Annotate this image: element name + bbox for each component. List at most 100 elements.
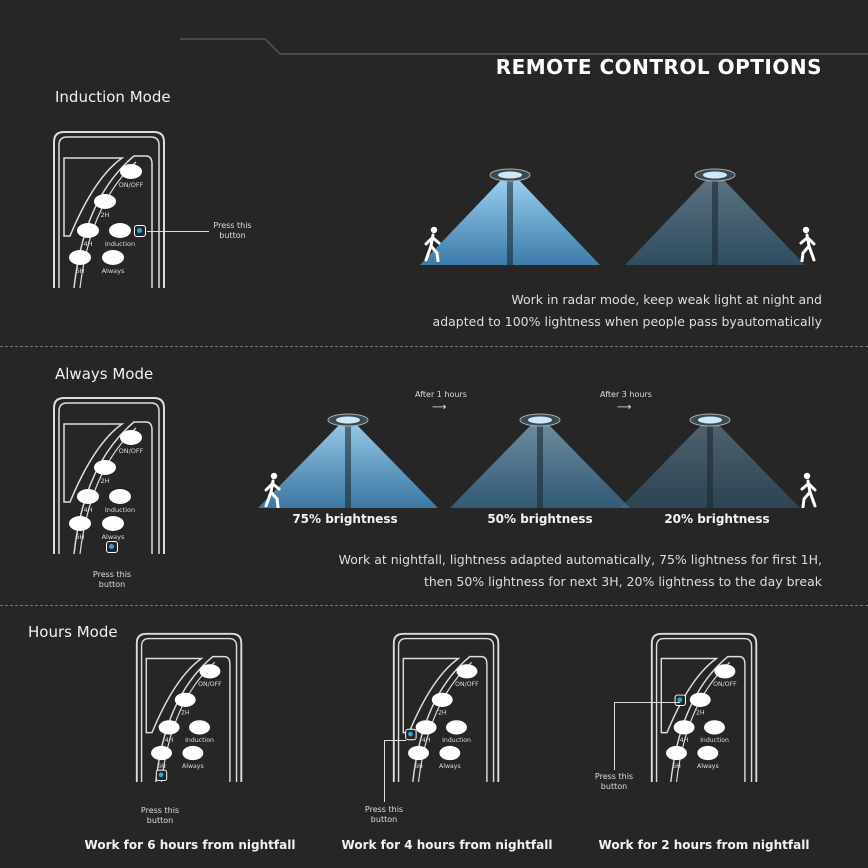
button-label: Induction: [104, 240, 136, 248]
4h-button[interactable]: [158, 720, 180, 735]
button-label: ON/OFF: [713, 680, 737, 688]
6h-button[interactable]: [69, 250, 91, 265]
button-label: 6H: [157, 762, 166, 770]
hours-mode-heading: Hours Mode: [28, 623, 118, 641]
remote-outline: [650, 632, 758, 782]
pointer-line: [384, 740, 406, 802]
4h-button[interactable]: [415, 720, 437, 735]
induction-button[interactable]: [704, 720, 725, 735]
indicator-light-icon: [674, 694, 686, 706]
light-beam: [625, 168, 805, 265]
button-label: 4H: [83, 240, 93, 248]
remote-2h: ON/OFF 2H 4H Induction 6H Always: [648, 630, 762, 782]
button-label: ON/OFF: [198, 680, 222, 688]
button-label: 2H: [437, 708, 447, 717]
button-label: ON/OFF: [118, 447, 144, 455]
button-label: Induction: [185, 736, 214, 744]
button-label: 4H: [679, 736, 689, 744]
always-button[interactable]: [102, 250, 124, 265]
caption-6h: Work for 6 hours from nightfall: [84, 838, 296, 852]
press-label: Press this button: [140, 806, 180, 825]
onoff-button[interactable]: [199, 664, 221, 679]
2h-button[interactable]: [94, 460, 116, 475]
remote-outline: [53, 131, 165, 288]
2h-button[interactable]: [431, 692, 453, 707]
induction-button[interactable]: [446, 720, 467, 735]
button-label: Induction: [700, 736, 729, 744]
caption-50: 50% brightness: [487, 512, 593, 526]
remote-outline: [53, 397, 165, 554]
button-label: 4H: [421, 736, 431, 744]
button-label: Always: [101, 267, 125, 275]
desc-line: Work in radar mode, keep weak light at n…: [511, 292, 822, 307]
always-button[interactable]: [439, 745, 461, 761]
induction-button[interactable]: [109, 223, 131, 238]
button-label: 6H: [414, 762, 423, 770]
walking-person-icon: [262, 472, 284, 512]
induction-description: Work in radar mode, keep weak light at n…: [433, 289, 822, 333]
divider: [0, 346, 868, 347]
remote-always: ON/OFF 2H 4H Induction 6H Always: [50, 394, 170, 554]
press-label: Press this button: [92, 570, 132, 589]
desc-line: adapted to 100% lightness when people pa…: [432, 314, 822, 329]
6h-button[interactable]: [69, 516, 91, 531]
onoff-button[interactable]: [120, 164, 142, 179]
walking-person-icon: [796, 226, 818, 266]
arrow-right-icon: ⟶: [432, 402, 447, 413]
button-label: 2H: [100, 211, 110, 219]
induction-button[interactable]: [189, 720, 210, 735]
onoff-button[interactable]: [456, 664, 478, 679]
4h-button[interactable]: [77, 223, 99, 238]
caption-4h: Work for 4 hours from nightfall: [341, 838, 553, 852]
pointer-line: [614, 702, 680, 770]
remote-6h: ON/OFF 2H 4H Induction 6H Always: [133, 630, 247, 782]
4h-button[interactable]: [77, 489, 99, 504]
button-label: Always: [182, 762, 204, 770]
divider: [0, 605, 868, 606]
lamp-50: [450, 410, 630, 512]
walking-person-icon: [422, 226, 444, 266]
light-beam: [258, 413, 438, 508]
after-3-hours: After 3 hours: [600, 390, 652, 399]
indicator-light-icon: [405, 728, 417, 741]
button-label: Always: [697, 762, 719, 770]
light-beam: [620, 413, 800, 508]
indicator-light-icon: [106, 541, 118, 553]
button-label: 2H: [100, 477, 110, 485]
4h-button[interactable]: [673, 720, 695, 735]
button-label: 6H: [672, 762, 681, 770]
lamp-75: [258, 410, 438, 512]
indicator-light-icon: [134, 225, 146, 237]
2h-button[interactable]: [94, 194, 116, 209]
button-label: Always: [101, 533, 125, 541]
button-label: ON/OFF: [118, 181, 144, 189]
caption-2h: Work for 2 hours from nightfall: [598, 838, 810, 852]
page-title: REMOTE CONTROL OPTIONS: [495, 55, 822, 79]
always-button[interactable]: [697, 745, 719, 761]
onoff-button[interactable]: [714, 664, 736, 679]
light-beam: [420, 168, 600, 265]
button-label: 2H: [695, 708, 705, 717]
always-mode-heading: Always Mode: [55, 365, 154, 383]
6h-button[interactable]: [151, 745, 172, 761]
pointer-line: [147, 231, 209, 232]
button-label: Induction: [104, 506, 136, 514]
6h-button[interactable]: [666, 745, 687, 761]
always-button[interactable]: [102, 516, 124, 531]
button-label: 2H: [180, 708, 190, 717]
induction-button[interactable]: [109, 489, 131, 504]
desc-line: Work at nightfall, lightness adapted aut…: [338, 552, 822, 567]
always-description: Work at nightfall, lightness adapted aut…: [339, 549, 822, 593]
2h-button[interactable]: [174, 692, 196, 707]
button-label: Always: [439, 762, 461, 770]
induction-mode-heading: Induction Mode: [55, 88, 171, 106]
onoff-button[interactable]: [120, 430, 142, 445]
always-button[interactable]: [182, 745, 204, 761]
caption-75: 75% brightness: [292, 512, 398, 526]
button-label: 4H: [164, 736, 174, 744]
press-label: Press this button: [213, 221, 252, 240]
remote-induction: ON/OFF 2H 4H Induction 6H Always: [50, 128, 170, 288]
button-label: 6H: [75, 267, 85, 275]
6h-button[interactable]: [408, 745, 429, 761]
2h-button[interactable]: [689, 692, 711, 707]
